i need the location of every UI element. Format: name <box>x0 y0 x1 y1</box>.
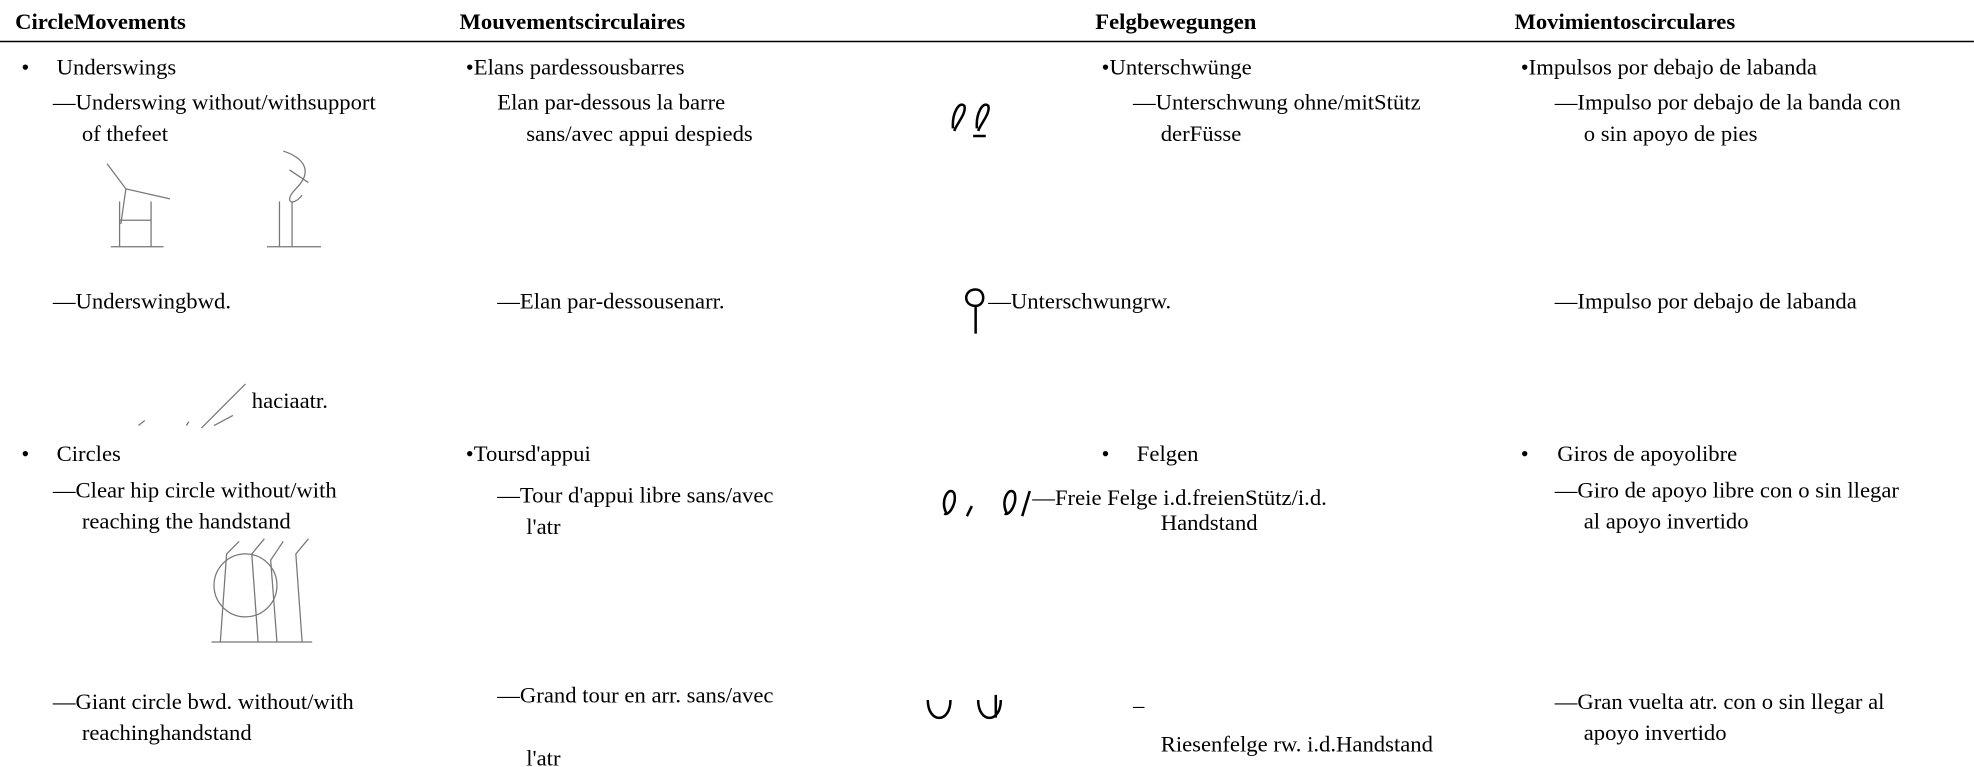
column-header: Felgbewegungen <box>1095 8 1257 34</box>
cell-text: reachinghandstand <box>81 720 252 746</box>
column-header: CircleMovements <box>15 8 186 34</box>
cell-text: —Unterschwung ohne/mitStütz <box>1133 89 1421 115</box>
cell-text: —Underswingbwd. <box>52 288 232 314</box>
cell-text: —Grand tour en arr. sans/avec <box>497 682 774 708</box>
cell-text: •Elans pardessousbarres <box>465 54 685 80</box>
cell-text: • <box>21 440 30 466</box>
cell-text: • <box>1101 440 1110 466</box>
cell-text: Giros de apoyolibre <box>1557 440 1738 466</box>
cell-text: •Impulsos por debajo de labanda <box>1520 54 1817 80</box>
column-header: Movimientoscirculares <box>1514 8 1736 34</box>
cell-text: —Clear hip circle without/with <box>52 477 337 503</box>
cell-text: Underswings <box>56 54 177 80</box>
cell-text: Felgen <box>1136 440 1199 466</box>
cell-text: —Elan par-dessousenarr. <box>497 288 725 314</box>
cell-text: of thefeet <box>81 120 169 147</box>
cell-text: —Giant circle bwd. without/with <box>52 688 354 714</box>
cell-text: —Unterschwungrw. <box>988 288 1172 314</box>
column-header: Mouvementscirculaires <box>459 8 686 34</box>
gymnast-sketch <box>106 150 322 643</box>
cell-text: – <box>1133 692 1145 718</box>
cell-text: • <box>21 54 30 80</box>
cell-text: al apoyo invertido <box>1583 508 1749 534</box>
cell-text: •Toursd'appui <box>465 440 591 466</box>
cell-text: Riesenfelge rw. i.d.Handstand <box>1160 731 1433 757</box>
cell-text: —Impulso por debajo de labanda <box>1554 288 1857 314</box>
notation-symbols <box>926 103 1031 719</box>
cell-text: l'atr <box>526 513 561 539</box>
cell-text: Handstand <box>1160 509 1258 536</box>
cell-text: apoyo invertido <box>1583 720 1727 746</box>
cell-text: l'atr <box>526 745 561 767</box>
cell-text: derFüsse <box>1160 120 1242 147</box>
cell-text: —Impulso por debajo de la banda con <box>1554 89 1901 115</box>
cell-text: •Unterschwünge <box>1101 54 1252 80</box>
cell-text: —Giro de apoyo libre con o sin llegar <box>1554 477 1899 503</box>
cell-text: o sin apoyo de pies <box>1583 120 1758 147</box>
cell-text: Circles <box>56 440 121 466</box>
cell-text: haciaatr. <box>251 387 328 413</box>
cell-text: Elan par-dessous la barre <box>497 89 726 115</box>
cell-text: • <box>1520 440 1529 466</box>
cell-text: —Gran vuelta atr. con o sin llegar al <box>1554 688 1885 714</box>
cell-text: —Tour d'appui libre sans/avec <box>497 482 774 508</box>
cell-text: reaching the handstand <box>81 508 291 534</box>
cell-text: sans/avec appui despieds <box>526 120 753 147</box>
cell-text: —Underswing without/withsupport <box>52 89 376 115</box>
cell-text: —Freie Felge i.d.freienStütz/i.d. <box>1032 484 1327 510</box>
